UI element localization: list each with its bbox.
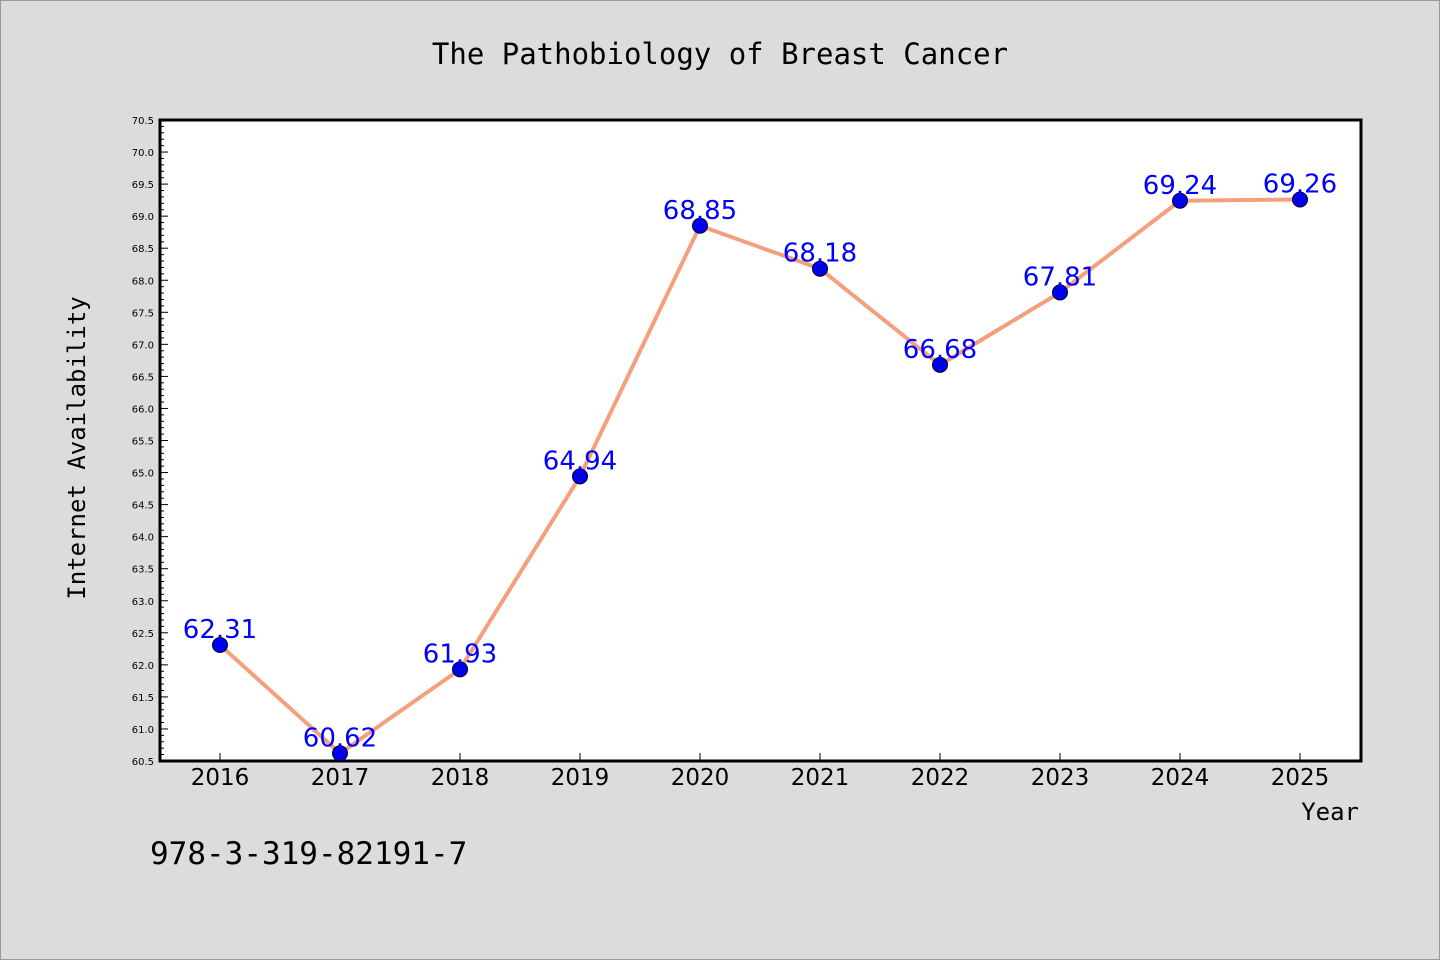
data-label: 68.85 (663, 196, 737, 226)
plot-area (158, 118, 1363, 763)
y-tick-label: 65.5 (132, 437, 154, 448)
series-line (218, 197, 1301, 756)
y-tick-label: 63.5 (132, 565, 154, 576)
y-tick-label: 60.5 (132, 757, 154, 768)
data-label: 69.24 (1143, 171, 1217, 201)
data-point (452, 661, 468, 678)
y-tick-label: 68.5 (132, 244, 154, 255)
y-tick-label: 67.0 (132, 340, 154, 351)
x-tick-label: 2016 (191, 765, 250, 791)
data-label: 69.26 (1263, 169, 1337, 199)
data-label: 60.62 (303, 723, 377, 753)
data-point (812, 260, 828, 277)
x-axis-title: Year (1301, 798, 1359, 826)
y-axis: 60.5 61.0 61.5 62.0 62.5 63.0 63.5 64.0 64.5 65.0… (132, 116, 168, 768)
data-label: 61.93 (423, 639, 497, 669)
x-tick-label: 2020 (671, 765, 730, 791)
y-tick-label: 62.5 (132, 629, 154, 640)
x-tick-label: 2019 (551, 765, 610, 791)
x-tick-label: 2021 (791, 765, 850, 791)
y-tick-label: 67.5 (132, 308, 154, 319)
y-tick-label: 64.5 (132, 501, 154, 512)
x-tick-label: 2022 (911, 765, 970, 791)
y-tick-label: 69.5 (132, 180, 154, 191)
data-label: 64.94 (543, 446, 617, 476)
y-axis-title: Internet Availability (63, 296, 91, 599)
data-label: 68.18 (783, 239, 857, 269)
y-tick-label: 70.5 (132, 116, 154, 127)
x-tick-label: 2024 (1151, 765, 1210, 791)
y-tick-label: 69.0 (132, 212, 154, 223)
y-tick-label: 63.0 (132, 597, 154, 608)
x-tick-label: 2023 (1031, 765, 1090, 791)
data-point (1052, 284, 1068, 301)
data-label: 62.31 (183, 615, 257, 645)
chart-title: The Pathobiology of Breast Cancer (432, 37, 1008, 71)
y-tick-label: 66.0 (132, 404, 154, 415)
y-tick-label: 61.0 (132, 725, 154, 736)
y-tick-label: 64.0 (132, 533, 154, 544)
series-line-group (212, 191, 1308, 762)
data-point (212, 636, 228, 653)
y-tick-label: 68.0 (132, 276, 154, 287)
data-point (692, 217, 708, 234)
isbn-annotation: 978-3-319-82191-7 (150, 836, 467, 872)
x-tick-label: 2018 (431, 765, 490, 791)
data-point (1292, 191, 1308, 208)
data-label: 67.81 (1023, 262, 1097, 292)
x-tick-label: 2025 (1271, 765, 1330, 791)
data-label: 66.68 (903, 335, 977, 365)
data-point (1172, 192, 1188, 209)
data-point (332, 745, 348, 762)
data-labels: 62.31 60.62 61.93 64.94 68.85 68.18 66.68 67.81… (183, 169, 1337, 753)
y-tick-label: 61.5 (132, 693, 154, 704)
y-tick-label: 62.0 (132, 661, 154, 672)
data-point (932, 356, 948, 373)
y-tick-label: 65.0 (132, 469, 154, 480)
y-tick-label: 70.0 (132, 148, 154, 159)
x-axis: 2016 2017 2018 2019 2020 2021 2022 2023 2024 2025 (191, 753, 1330, 791)
x-tick-label: 2017 (311, 765, 370, 791)
data-point (572, 468, 588, 485)
y-tick-label: 66.5 (132, 372, 154, 383)
